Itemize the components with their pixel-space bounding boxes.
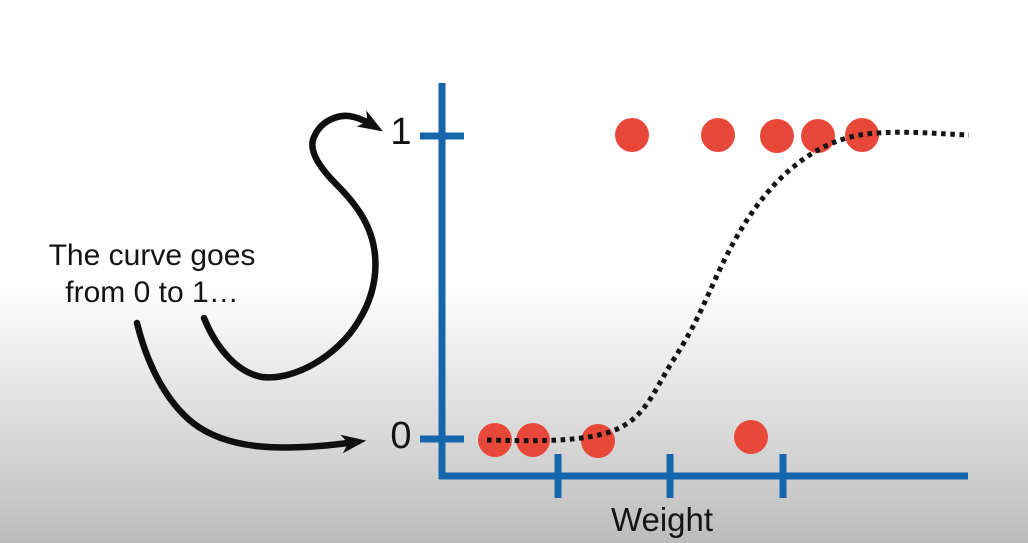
data-point-y0	[516, 423, 550, 457]
annotation-arrow-to-0	[133, 319, 367, 454]
annotation-line-1: The curve goes	[48, 239, 256, 272]
data-point-y0	[734, 420, 768, 454]
y-tick-label-0: 0	[390, 415, 412, 457]
data-point-y1	[760, 119, 794, 153]
annotation-line-2: from 0 to 1…	[65, 276, 239, 309]
annotation-text: The curve goes from 0 to 1…	[18, 237, 286, 311]
x-axis-label: Weight	[610, 501, 714, 538]
data-points	[478, 118, 879, 458]
annotation-arrow-to-1	[200, 110, 383, 381]
axes	[420, 83, 968, 498]
data-point-y1	[615, 118, 649, 152]
data-point-y0	[478, 423, 512, 457]
data-point-y1	[701, 118, 735, 152]
data-point-y0	[581, 424, 615, 458]
sigmoid-curve	[486, 129, 970, 444]
y-tick-label-1: 1	[390, 111, 412, 153]
